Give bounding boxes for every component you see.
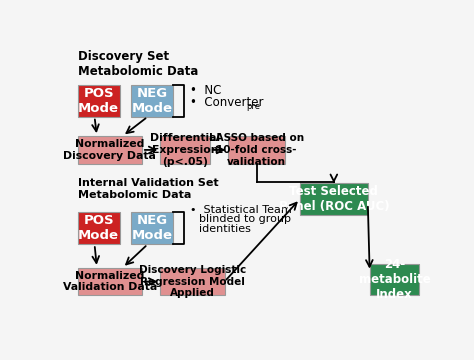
FancyBboxPatch shape xyxy=(78,212,120,244)
Text: Discovery Set
Metabolomic Data: Discovery Set Metabolomic Data xyxy=(78,50,198,78)
Text: NEG
Mode: NEG Mode xyxy=(131,87,173,115)
Text: POS
Mode: POS Mode xyxy=(78,87,119,115)
FancyBboxPatch shape xyxy=(160,136,210,164)
FancyBboxPatch shape xyxy=(228,136,285,164)
Text: Test Selected
Panel (ROC AUC): Test Selected Panel (ROC AUC) xyxy=(279,185,389,213)
Text: Internal Validation Set
Metabolomic Data: Internal Validation Set Metabolomic Data xyxy=(78,178,218,200)
FancyBboxPatch shape xyxy=(131,212,173,244)
Text: •  Converter: • Converter xyxy=(190,96,263,109)
Text: Differential
Expression
(p<.05): Differential Expression (p<.05) xyxy=(150,133,220,167)
FancyBboxPatch shape xyxy=(131,85,173,117)
Text: Normalized
Validation Data: Normalized Validation Data xyxy=(63,271,157,292)
Text: Normalized
Discovery Data: Normalized Discovery Data xyxy=(64,139,156,161)
Text: POS
Mode: POS Mode xyxy=(78,214,119,242)
FancyBboxPatch shape xyxy=(78,136,142,164)
Text: NEG
Mode: NEG Mode xyxy=(131,214,173,242)
Text: Discovery Logistic
Regression Model
Applied: Discovery Logistic Regression Model Appl… xyxy=(139,265,246,298)
FancyBboxPatch shape xyxy=(370,264,419,296)
FancyBboxPatch shape xyxy=(78,85,120,117)
Text: 24-
metabolite
Index: 24- metabolite Index xyxy=(359,258,430,301)
FancyBboxPatch shape xyxy=(160,268,225,296)
Text: identities: identities xyxy=(199,224,251,234)
Text: •  NC: • NC xyxy=(190,84,221,97)
Text: blinded to group: blinded to group xyxy=(199,214,291,224)
Text: LASSO based on
10-fold cross-
validation: LASSO based on 10-fold cross- validation xyxy=(209,133,304,167)
FancyBboxPatch shape xyxy=(78,268,142,296)
FancyBboxPatch shape xyxy=(300,183,368,215)
Text: •  Statistical Team: • Statistical Team xyxy=(190,204,292,215)
Text: pre: pre xyxy=(246,102,261,111)
